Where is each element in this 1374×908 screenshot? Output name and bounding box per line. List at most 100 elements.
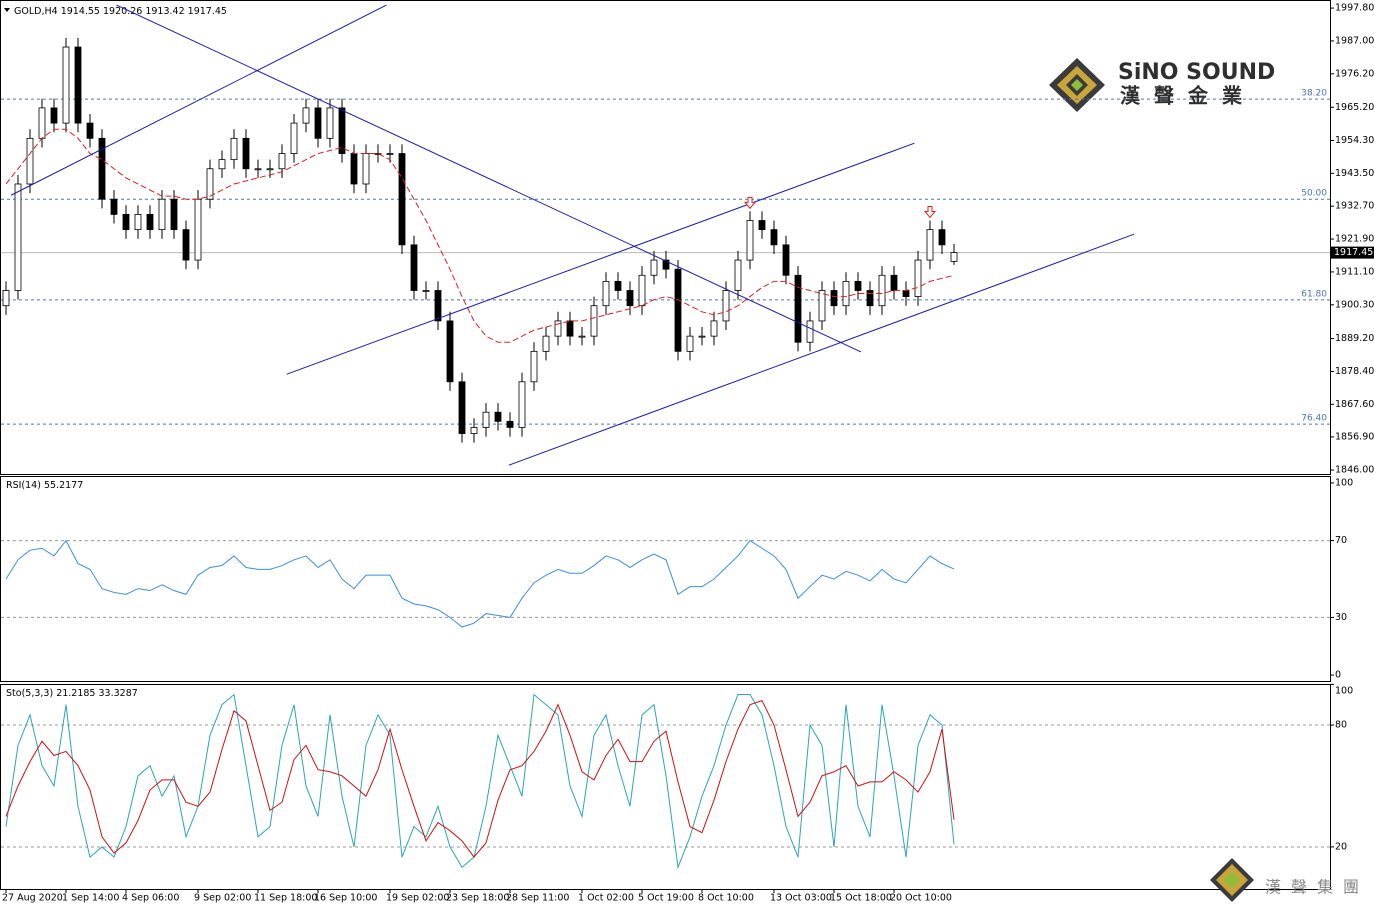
candle-body [110,198,118,215]
candle-body [518,381,526,428]
y-tick-label: 1846.00 [1335,465,1374,476]
candle-body [530,350,538,383]
candle-body [926,229,934,261]
y-tick-label: 30 [1335,612,1347,623]
candle-body [314,107,322,139]
y-tick-label: 1932.70 [1335,201,1374,212]
candle-body [158,198,166,231]
x-tick-label: 4 Sep 06:00 [122,893,179,904]
last-open: 1914.55 [61,6,100,17]
pane [1,693,1330,870]
y-tick-label: 1878.40 [1335,366,1374,377]
y-tick-label: 1976.20 [1335,68,1374,79]
candle-body [734,259,742,291]
candle-body [662,259,670,270]
candle-body [398,153,406,246]
candle-body [698,335,706,338]
fib-label: 38.20 [1301,89,1327,99]
y-tick-label: 1900.30 [1335,299,1374,310]
y-tick-label: 1911.10 [1335,266,1374,277]
y-tick-label: 100 [1335,686,1353,697]
candle-body [62,46,70,124]
candle-body [38,107,46,139]
candle-body [890,274,898,291]
candle-body [842,280,850,307]
x-tick-label: 15 Oct 18:00 [830,893,892,904]
candle-body [506,420,514,428]
arrow-marker [743,196,757,210]
candle-body [566,320,574,337]
candle-body [206,168,214,200]
candle-body [914,259,922,297]
trendline [10,4,387,196]
last-high: 1920.26 [103,6,142,17]
y-tick-label: 1943.50 [1335,168,1374,179]
header-icon [4,8,10,12]
x-tick-label: 9 Sep 02:00 [194,893,251,904]
x-tick-label: 5 Oct 19:00 [638,893,694,904]
candle-body [674,268,682,352]
candle-body [782,244,790,276]
logo-chinese: 漢聲金業 [1120,84,1256,108]
candle-body [2,290,10,307]
x-tick-label: 28 Sep 11:00 [506,893,569,904]
rsi-header: RSI(14) 55.2177 [6,480,83,491]
y-tick-label: 0 [1335,670,1341,681]
candle-body [242,137,250,170]
candle-body [74,46,82,124]
candle-body [134,214,142,231]
candle-body [422,290,430,292]
candle-body [266,168,274,171]
candle-body [554,320,562,337]
y-tick-label: 1889.20 [1335,333,1374,344]
candle-body [710,320,718,337]
candle-body [590,305,598,337]
x-tick-label: 11 Sep 18:00 [254,893,317,904]
x-tick-label: 19 Sep 02:00 [386,893,449,904]
y-tick-label: 80 [1335,720,1347,731]
arrow-marker [923,206,937,219]
candle-body [458,381,466,434]
logo-footer: 漢聲集團 [1265,878,1369,897]
candle-body [806,320,814,343]
series-line [5,700,955,858]
y-tick-label: 1867.60 [1335,399,1374,410]
candle-body [434,290,442,322]
y-tick-label: 1954.30 [1335,135,1374,146]
trendline [508,233,1135,466]
candle-body [830,290,838,307]
candle-body [602,280,610,307]
candle-body [350,153,358,185]
candle-body [902,290,910,297]
candle-body [614,280,622,291]
y-tick-label: 1856.90 [1335,431,1374,442]
candle-body [938,229,946,246]
y-tick-label: 100 [1335,478,1353,489]
candle-body [302,107,310,124]
y-tick-label: 1965.20 [1335,102,1374,113]
candle-body [14,183,22,291]
candle-body [818,290,826,322]
candle-body [338,107,346,154]
trendline [116,4,862,353]
candle-body [578,335,586,338]
x-tick-label: 20 Oct 10:00 [890,893,952,904]
candle-body [386,153,394,155]
y-tick-label: 20 [1335,841,1347,852]
y-tick-label: 1987.00 [1335,35,1374,46]
candle-body [866,290,874,307]
candle-body [650,259,658,276]
sto-main-last: 21.2185 [56,688,95,699]
candle-body [362,153,370,185]
sto-name: Sto(5,3,3) [6,688,53,699]
candle-body [122,214,130,231]
candle-body [470,427,478,434]
moving-average [5,128,955,343]
candle-body [950,252,958,262]
candle-body [146,214,154,231]
candle-body [758,220,766,231]
fib-label: 50.00 [1301,189,1327,199]
series-line [5,693,955,870]
